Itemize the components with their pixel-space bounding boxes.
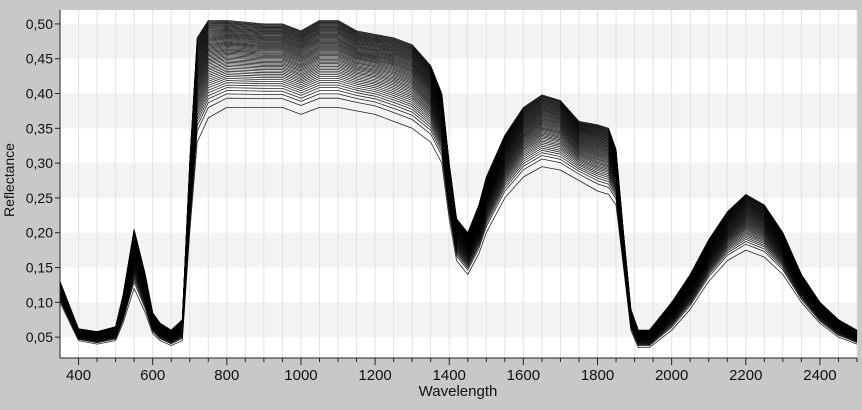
spectrum-line xyxy=(59,107,858,348)
x-tick-label: 1400 xyxy=(433,367,466,384)
spectra-series xyxy=(59,20,858,348)
x-tick-label: 800 xyxy=(214,367,239,384)
y-tick-label: 0,40 xyxy=(26,86,53,102)
y-tick-label: 0,10 xyxy=(26,294,53,310)
plot-band xyxy=(60,93,857,129)
y-tick-label: 0,05 xyxy=(26,329,53,345)
x-tick-label: 2000 xyxy=(655,367,688,384)
plot-band xyxy=(60,302,857,338)
x-tick-label: 1200 xyxy=(358,367,391,384)
x-tick-label: 600 xyxy=(140,367,165,384)
y-tick-label: 0,25 xyxy=(26,190,53,206)
x-tick-label: 1800 xyxy=(581,367,614,384)
y-tick-label: 0,50 xyxy=(26,16,53,32)
x-tick-label: 2200 xyxy=(729,367,762,384)
x-axis-label: Wavelength xyxy=(419,383,498,400)
y-tick-label: 0,15 xyxy=(26,260,53,276)
x-tick-label: 400 xyxy=(66,367,91,384)
x-axis-ticks: 400 600 800 1000 1200 1400 1600 1800 2000 2200 240… xyxy=(66,358,858,384)
spectrum-line xyxy=(59,20,858,332)
x-tick-label: 1000 xyxy=(284,367,317,384)
y-axis-ticks: 0,05 0,10 0,15 0,20 0,25 0,30 0,35 0,40 0,45 0,50 xyxy=(26,16,60,345)
y-tick-label: 0,35 xyxy=(26,120,53,136)
plot-background xyxy=(60,10,857,358)
plot-band xyxy=(60,23,857,59)
y-tick-label: 0,45 xyxy=(26,51,53,67)
x-tick-label: 2400 xyxy=(803,367,836,384)
grid-lines xyxy=(78,10,858,358)
axes xyxy=(59,10,857,359)
y-axis-label: Reflectance xyxy=(1,143,17,217)
plot-band xyxy=(60,163,857,198)
y-tick-label: 0,20 xyxy=(26,225,53,241)
x-tick-label: 1600 xyxy=(507,367,540,384)
y-tick-label: 0,30 xyxy=(26,155,53,171)
